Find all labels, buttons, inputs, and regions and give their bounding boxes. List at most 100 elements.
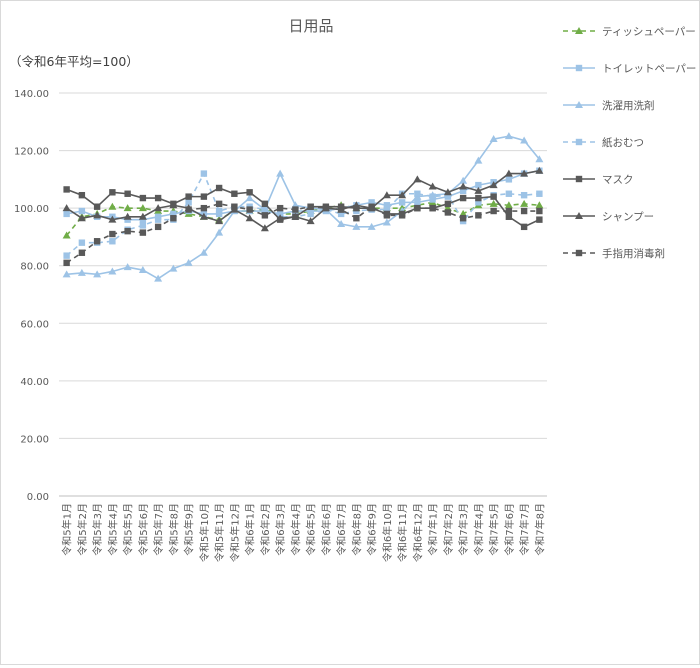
data-point xyxy=(429,204,436,212)
data-point xyxy=(429,193,436,200)
data-point xyxy=(77,214,86,222)
data-point xyxy=(154,216,162,223)
legend-item: 紙おむつ xyxy=(563,136,644,149)
x-tick-label: 令和6年9月 xyxy=(366,503,379,556)
data-point xyxy=(536,216,543,223)
x-tick-label: 令和7年1月 xyxy=(427,503,440,556)
x-tick-label: 令和6年2月 xyxy=(259,503,272,556)
x-tick-label: 令和7年2月 xyxy=(442,503,455,556)
x-tick-label: 令和5年4月 xyxy=(106,503,119,556)
legend-marker xyxy=(575,101,583,108)
legend-label: マスク xyxy=(602,174,634,186)
data-point xyxy=(261,200,269,208)
data-point xyxy=(138,212,147,220)
data-point xyxy=(414,199,421,206)
data-point xyxy=(505,213,513,220)
x-tick-label: 令和5年7月 xyxy=(152,503,165,556)
data-point xyxy=(93,203,101,210)
data-point xyxy=(383,212,391,219)
x-tick-label: 令和7年5月 xyxy=(488,503,501,556)
legend-marker xyxy=(575,212,583,219)
x-tick-label: 令和5年9月 xyxy=(183,503,196,556)
x-tick-label: 令和5年12月 xyxy=(228,503,241,562)
data-point xyxy=(123,204,132,212)
data-point xyxy=(276,204,284,212)
data-point xyxy=(443,188,452,196)
legend-marker xyxy=(575,27,583,34)
data-point xyxy=(428,182,437,190)
data-point xyxy=(398,191,407,199)
data-point xyxy=(536,207,543,215)
data-point xyxy=(459,182,468,190)
data-point xyxy=(63,186,70,193)
data-point xyxy=(138,204,147,212)
data-point xyxy=(78,191,86,199)
data-point xyxy=(535,166,544,174)
data-point xyxy=(245,214,254,222)
data-point xyxy=(505,190,513,197)
data-point xyxy=(352,222,361,230)
data-point xyxy=(62,204,71,212)
data-point xyxy=(78,249,86,256)
data-point xyxy=(475,199,482,206)
legend-marker xyxy=(575,249,583,257)
data-point xyxy=(489,181,498,189)
data-point xyxy=(260,224,269,232)
data-point xyxy=(185,206,192,213)
data-point xyxy=(353,215,360,222)
data-point xyxy=(322,204,330,212)
data-point xyxy=(246,206,253,213)
legend-marker xyxy=(575,64,583,72)
x-tick-label: 令和6年3月 xyxy=(274,503,287,556)
data-point xyxy=(520,169,529,177)
data-point xyxy=(199,248,208,256)
data-point xyxy=(139,222,147,229)
data-point xyxy=(139,194,147,202)
data-point xyxy=(231,190,238,197)
data-point xyxy=(444,200,452,208)
data-point xyxy=(124,227,131,235)
data-point xyxy=(154,223,162,231)
data-point xyxy=(62,270,71,278)
data-point xyxy=(398,212,406,219)
x-axis-tick-labels: 令和5年1月 令和5年2月 令和5年3月 令和5年4月 令和5年5月 令和5年6月 令和5年… xyxy=(61,503,547,562)
data-point xyxy=(154,274,163,282)
data-point xyxy=(63,210,70,218)
data-point xyxy=(474,186,483,194)
x-tick-label: 令和6年11月 xyxy=(396,503,409,562)
chart-title: 日用品 xyxy=(288,17,333,35)
data-point xyxy=(352,201,361,209)
legend-marker xyxy=(575,138,583,146)
data-point xyxy=(200,170,208,177)
data-point xyxy=(398,199,406,206)
data-point xyxy=(489,199,498,207)
data-point xyxy=(169,264,178,272)
chart-subtitle: （令和6年平均=100） xyxy=(9,54,139,69)
y-tick-label: 0.00 xyxy=(27,492,49,503)
data-point xyxy=(184,258,193,266)
x-tick-label: 令和5年3月 xyxy=(91,503,104,556)
data-point xyxy=(215,207,223,215)
data-point xyxy=(123,212,132,220)
data-point xyxy=(413,175,422,183)
legend-label: 手指用消毒剤 xyxy=(602,247,665,260)
y-tick-label: 20.00 xyxy=(20,434,49,445)
data-point xyxy=(261,206,269,213)
data-point xyxy=(108,215,117,223)
data-point xyxy=(307,203,314,210)
data-point xyxy=(459,194,467,202)
x-tick-label: 令和6年1月 xyxy=(244,503,257,556)
data-point xyxy=(459,187,467,195)
data-point xyxy=(520,191,528,199)
x-tick-label: 令和6年10月 xyxy=(381,503,394,562)
x-tick-label: 令和6年6月 xyxy=(320,503,333,556)
data-point xyxy=(93,238,101,245)
data-point xyxy=(535,201,544,209)
data-point xyxy=(505,176,513,183)
data-point xyxy=(291,212,300,220)
data-point xyxy=(490,207,497,215)
x-tick-label: 令和6年5月 xyxy=(305,503,318,556)
data-point xyxy=(535,155,544,163)
data-point xyxy=(536,190,543,197)
